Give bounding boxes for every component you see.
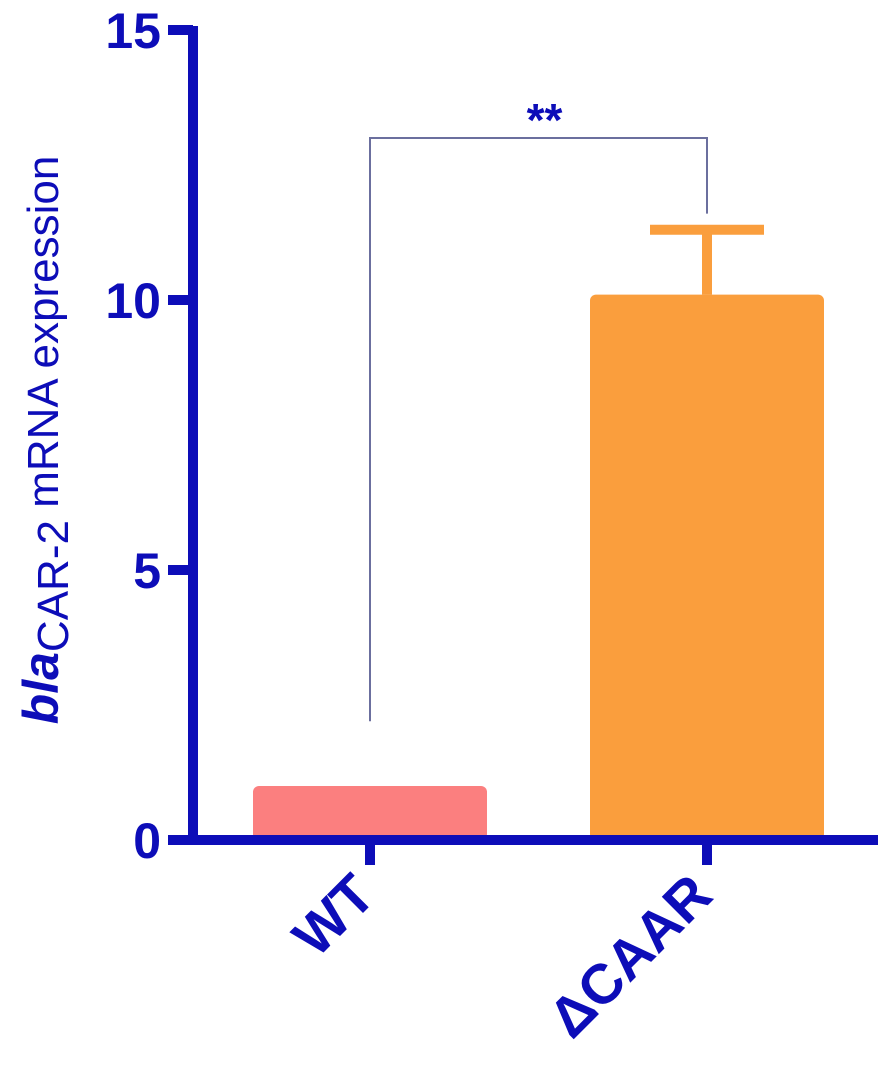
significance-label: ** — [527, 94, 563, 146]
x-category-label-2: ΔCAAR — [536, 862, 723, 1049]
bars-layer — [253, 294, 824, 841]
bar-1 — [253, 786, 487, 840]
y-tick-label-10: 10 — [105, 273, 161, 329]
error-bars-layer — [650, 224, 764, 295]
x-category-label-1: WT — [280, 862, 386, 968]
y-tick-label-0: 0 — [133, 813, 161, 869]
y-axis-label-rest: mRNA expression — [19, 156, 68, 520]
bar-2 — [590, 294, 824, 841]
significance-bracket-layer — [369, 137, 708, 722]
y-axis-label: blaCAR-2 mRNA expression — [13, 156, 78, 725]
significance-bracket — [369, 137, 708, 722]
y-tick-label-15: 15 — [105, 3, 161, 59]
y-tick-label-5: 5 — [133, 543, 161, 599]
y-axis-label-subscript: CAR-2 — [29, 520, 78, 652]
y-axis-label-italic: bla — [13, 652, 69, 724]
